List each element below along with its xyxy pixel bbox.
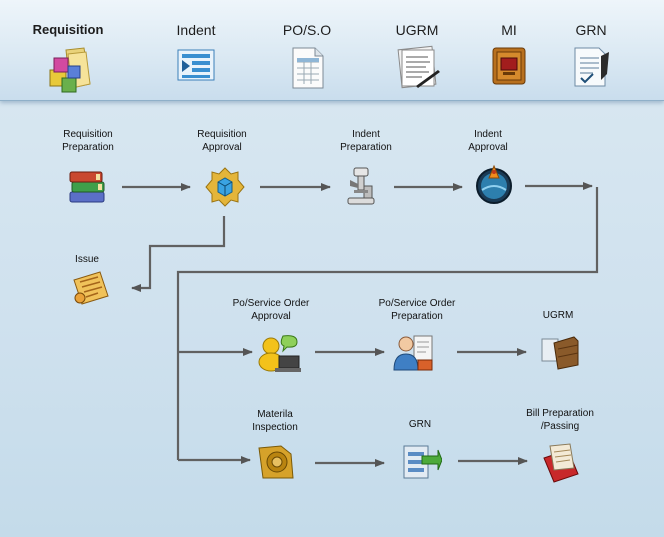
node-ugrm[interactable]	[538, 329, 582, 378]
bill-stack-icon	[543, 443, 579, 483]
notes-pen-icon	[397, 45, 440, 89]
nav-item-label: PO/S.O	[282, 22, 332, 38]
node-po-preparation[interactable]	[392, 330, 436, 379]
node-indent-preparation-label: Indent Preparation	[311, 128, 421, 154]
label-line: Preparation	[391, 311, 443, 322]
box-crate-icon	[492, 47, 526, 85]
label-line: Preparation	[62, 142, 114, 153]
nav-item-po-so[interactable]: PO/S.O	[267, 20, 347, 90]
node-po-approval-label: Po/Service Order Approval	[216, 297, 326, 323]
label-line: Requisition	[63, 129, 113, 140]
label-line: Approval	[202, 142, 242, 153]
crate-icon	[541, 336, 579, 370]
nav-item-label: MI	[501, 22, 517, 38]
label-line: GRN	[408, 419, 432, 430]
checklist-pen-icon	[574, 47, 609, 87]
node-bill-preparation-label: Bill Preparation /Passing	[505, 407, 615, 433]
node-material-inspection[interactable]	[255, 442, 297, 487]
nav-item-grn[interactable]: GRN	[551, 20, 631, 90]
node-requisition-preparation[interactable]	[68, 168, 108, 211]
node-grn-label: GRN	[365, 418, 475, 431]
tape-roll-icon	[258, 445, 294, 479]
label-line: Indent	[474, 129, 502, 140]
nav-item-mi[interactable]: MI	[469, 20, 549, 88]
nav-item-requisition[interactable]: Requisition	[28, 20, 108, 96]
label-line: Indent	[352, 129, 380, 140]
server-arrow-icon	[403, 445, 443, 479]
nav-item-label: GRN	[575, 22, 607, 38]
node-indent-approval-label: Indent Approval	[433, 128, 543, 154]
node-issue[interactable]	[68, 270, 112, 313]
person-laptop-icon	[258, 335, 301, 372]
spreadsheet-icon	[292, 47, 324, 89]
node-indent-preparation[interactable]	[344, 164, 378, 213]
label-line: Approval	[251, 311, 291, 322]
list-play-icon	[177, 49, 215, 81]
nav-item-label: UGRM	[395, 22, 439, 38]
label-line: UGRM	[542, 310, 574, 321]
top-nav-bar: Requisition Indent PO/S.O	[0, 0, 664, 101]
connector-main-branch	[176, 187, 599, 460]
label-line: Po/Service Order	[378, 298, 456, 309]
node-grn[interactable]	[400, 442, 443, 487]
doctor-document-icon	[393, 335, 433, 371]
label-line: /Passing	[540, 421, 580, 432]
node-material-inspection-label: Materila Inspection	[220, 408, 330, 434]
label-line: Inspection	[252, 422, 298, 433]
node-bill-preparation[interactable]	[540, 440, 582, 489]
node-indent-approval[interactable]	[472, 162, 516, 211]
cubes-folder-icon	[49, 47, 91, 93]
node-requisition-approval-label: Requisition Approval	[167, 128, 277, 154]
globe-flask-icon	[476, 164, 512, 204]
microscope-icon	[347, 167, 375, 205]
label-line: Requisition	[197, 129, 247, 140]
label-line: Po/Service Order	[232, 298, 310, 309]
node-issue-label: Issue	[32, 253, 142, 266]
nav-item-label: Requisition	[32, 22, 104, 37]
books-icon	[69, 171, 105, 203]
label-line: Issue	[75, 254, 99, 265]
nav-item-ugrm[interactable]: UGRM	[377, 20, 457, 90]
puzzle-cube-icon	[205, 167, 245, 207]
node-po-approval[interactable]	[253, 332, 303, 381]
node-ugrm-label: UGRM	[503, 309, 613, 322]
label-line: Approval	[468, 142, 508, 153]
node-po-preparation-label: Po/Service Order Preparation	[362, 297, 472, 323]
node-requisition-approval[interactable]	[204, 166, 246, 213]
nav-item-label: Indent	[176, 22, 216, 38]
label-line: Preparation	[340, 142, 392, 153]
nav-item-indent[interactable]: Indent	[156, 20, 236, 86]
connector-to-issue	[131, 216, 226, 292]
node-requisition-preparation-label: Requisition Preparation	[33, 128, 143, 154]
label-line: Materila	[257, 409, 293, 420]
label-line: Bill Preparation	[526, 408, 594, 419]
scroll-icon	[73, 271, 109, 305]
